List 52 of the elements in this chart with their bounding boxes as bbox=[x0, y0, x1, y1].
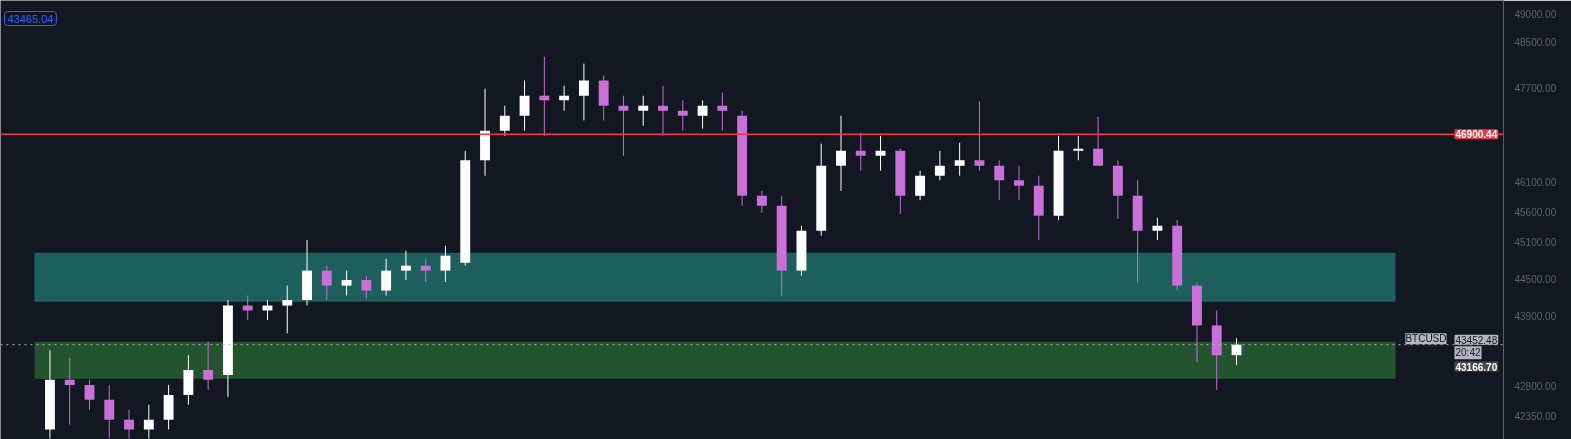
candlestick bbox=[578, 63, 589, 121]
candlestick bbox=[875, 135, 886, 172]
candlestick bbox=[954, 142, 965, 177]
y-tick-label: 46100.00 bbox=[1514, 176, 1557, 188]
candlestick bbox=[1073, 135, 1084, 161]
annotation: 43166.70 bbox=[1455, 361, 1498, 373]
candlestick bbox=[440, 245, 451, 283]
candlestick bbox=[915, 170, 926, 201]
ref-line-label: 43452.48 bbox=[1455, 334, 1498, 346]
candlestick bbox=[420, 258, 431, 283]
candlestick bbox=[519, 79, 530, 132]
candlestick bbox=[618, 95, 629, 157]
candlestick bbox=[756, 190, 767, 214]
candlestick bbox=[836, 115, 846, 192]
candlestick bbox=[64, 357, 75, 426]
candlestick bbox=[1093, 116, 1104, 167]
candlestick bbox=[321, 265, 332, 301]
candlestick bbox=[677, 99, 688, 132]
candlestick bbox=[203, 341, 214, 391]
y-tick-label: 49000.00 bbox=[1514, 8, 1557, 20]
candlestick bbox=[934, 150, 945, 181]
candlestick bbox=[1014, 165, 1024, 201]
candlestick bbox=[143, 404, 154, 439]
candlestick bbox=[638, 95, 649, 127]
candlestick bbox=[341, 270, 352, 297]
y-tick-label: 45100.00 bbox=[1514, 237, 1557, 249]
candlestick bbox=[994, 159, 1005, 201]
annotation: BTCUSD bbox=[1405, 333, 1447, 345]
candlestick bbox=[84, 379, 95, 411]
candlestick bbox=[974, 100, 985, 172]
y-tick-label: 42350.00 bbox=[1514, 410, 1557, 422]
ref-line-label: 46900.44 bbox=[1455, 129, 1498, 141]
annotation: 20:42 bbox=[1455, 347, 1481, 359]
candlestick bbox=[658, 85, 668, 137]
candlestick bbox=[400, 250, 411, 281]
candlestick bbox=[124, 409, 134, 439]
y-tick-label: 47700.00 bbox=[1514, 82, 1557, 94]
candlestick bbox=[381, 258, 392, 297]
candlestick bbox=[361, 275, 372, 300]
candlestick bbox=[717, 92, 728, 132]
y-tick-label: 43900.00 bbox=[1514, 311, 1557, 323]
candlestick bbox=[697, 99, 708, 130]
candlestick bbox=[1152, 217, 1163, 241]
annotation: 43465.04 bbox=[7, 12, 54, 25]
candlestick bbox=[499, 105, 510, 137]
y-tick-label: 42800.00 bbox=[1514, 381, 1557, 393]
y-tick-label: 44500.00 bbox=[1514, 274, 1557, 286]
y-tick-label: 45600.00 bbox=[1514, 206, 1557, 218]
candlestick bbox=[104, 384, 115, 439]
candlestick bbox=[282, 285, 293, 334]
y-tick-label: 48500.00 bbox=[1514, 36, 1557, 48]
candlestick bbox=[855, 132, 866, 172]
